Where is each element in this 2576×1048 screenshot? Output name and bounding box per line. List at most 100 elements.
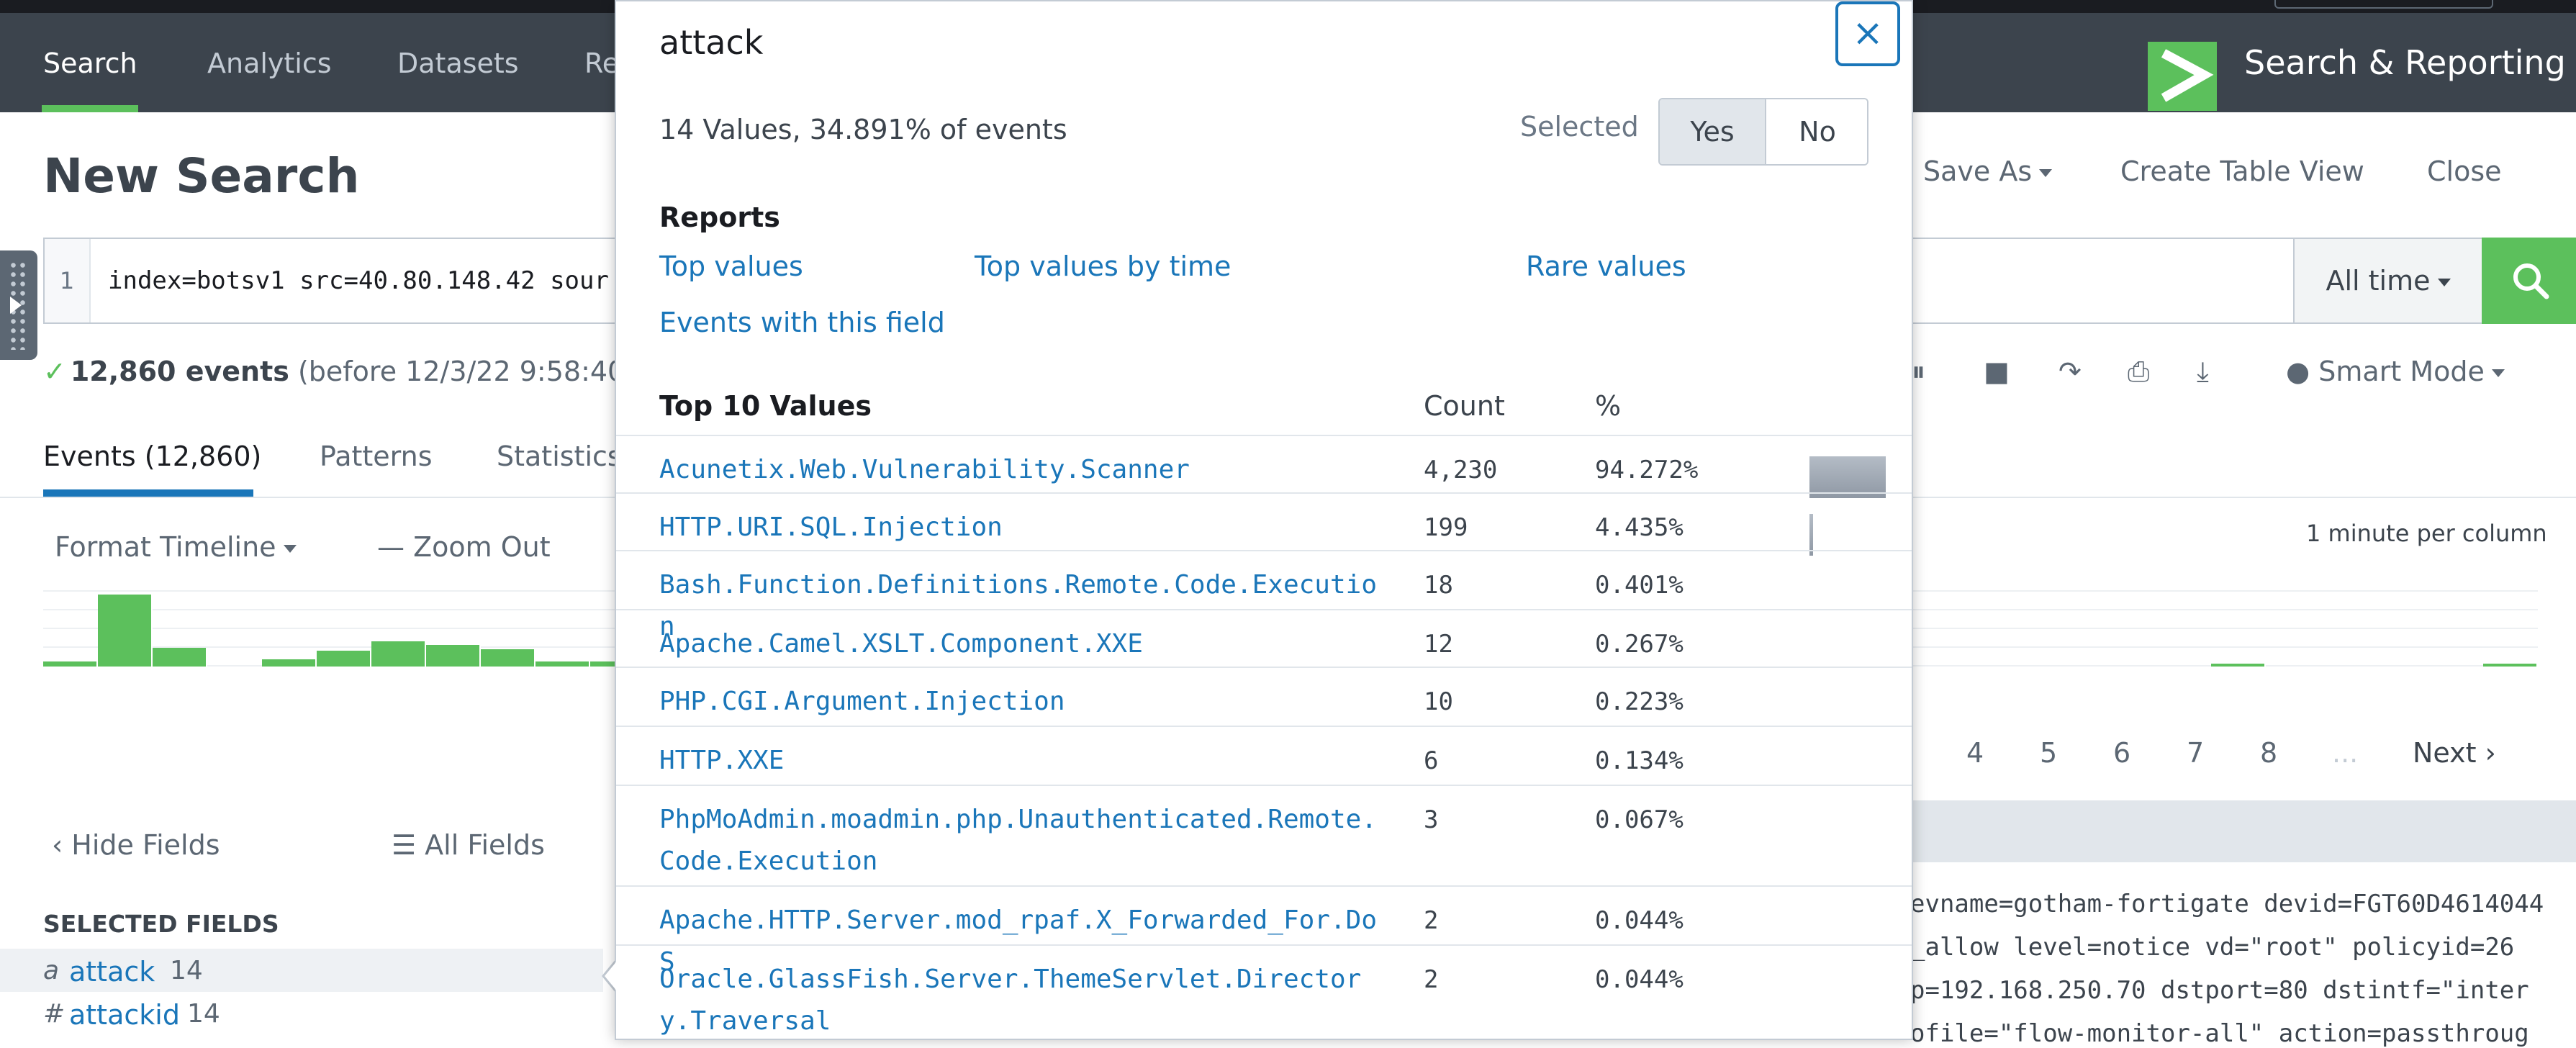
timeline-bar[interactable] [43, 661, 98, 667]
timeline-bar[interactable] [426, 645, 481, 667]
value-count: 2 [1424, 965, 1439, 994]
value-link[interactable]: Acunetix.Web.Vulnerability.Scanner [659, 455, 1190, 484]
value-share-bar [1809, 514, 1813, 556]
value-row: Apache.HTTP.Server.mod_rpaf.X_Forwarded_… [616, 885, 1912, 977]
tab-active-indicator [43, 489, 253, 497]
value-percent: 0.044% [1595, 965, 1684, 994]
value-link[interactable]: HTTP.XXE [659, 746, 785, 775]
save-as-menu[interactable]: Save As [1923, 155, 2053, 187]
export-icon[interactable]: ⤓ [2197, 356, 2209, 387]
value-link[interactable]: Apache.Camel.XSLT.Component.XXE [659, 629, 1143, 659]
share-icon[interactable]: ↷ [2058, 356, 2082, 387]
value-percent: 94.272% [1595, 456, 1699, 484]
top-bar-button[interactable] [2274, 0, 2493, 9]
page-5[interactable]: 5 [2040, 737, 2058, 769]
nav-search[interactable]: Search [43, 48, 137, 79]
tab-patterns[interactable]: Patterns [320, 441, 433, 472]
all-fields-button[interactable]: ☰ All Fields [392, 829, 545, 861]
events-table-header [1912, 800, 2576, 862]
page-title: New Search [43, 148, 360, 204]
value-percent: 0.267% [1595, 630, 1684, 659]
stop-icon[interactable]: ■ [1984, 356, 2010, 387]
zoom-out-button[interactable]: — Zoom Out [377, 531, 551, 563]
selected-toggle: Yes No [1658, 98, 1868, 166]
value-link[interactable]: Bash.Function.Definitions.Remote.Code.Ex… [659, 570, 1377, 641]
selected-no-button[interactable]: No [1766, 99, 1867, 164]
value-link[interactable]: HTTP.URI.SQL.Injection [659, 512, 1003, 542]
tab-events[interactable]: Events (12,860) [43, 441, 262, 472]
timeline-bar[interactable] [371, 641, 426, 667]
next-page-button[interactable]: Next › [2413, 737, 2496, 769]
close-icon: × [1852, 12, 1884, 55]
value-percent: 0.223% [1595, 687, 1684, 716]
pause-icon[interactable]: ⏸ [1912, 356, 1926, 387]
print-icon[interactable]: ⎙ [2128, 356, 2150, 387]
format-timeline-menu[interactable]: Format Timeline [55, 531, 297, 563]
value-row: PhpMoAdmin.moadmin.php.Unauthenticated.R… [616, 785, 1912, 885]
events-with-field-link[interactable]: Events with this field [659, 307, 945, 338]
field-count: 14 [170, 956, 203, 985]
search-button[interactable] [2482, 238, 2576, 324]
top-values-by-time-link[interactable]: Top values by time [975, 250, 1231, 282]
search-input[interactable]: index=botsv1 src=40.80.148.42 sour [108, 266, 609, 295]
page-4[interactable]: 4 [1966, 737, 1984, 769]
event-text-line: evname=gotham-fortigate devid=FGT60D4614… [1910, 890, 2544, 918]
timeline-bar[interactable] [153, 648, 207, 667]
app-logo-icon[interactable] [2148, 42, 2217, 111]
selected-label: Selected [1520, 111, 1639, 143]
value-link[interactable]: Apache.HTTP.Server.mod_rpaf.X_Forwarded_… [659, 905, 1377, 977]
page-6[interactable]: 6 [2113, 737, 2131, 769]
close-search-button[interactable]: Close [2427, 155, 2502, 187]
timeline-bar[interactable] [535, 661, 590, 667]
tab-statistics[interactable]: Statistics [497, 441, 622, 472]
value-count: 18 [1424, 571, 1453, 600]
value-row: Bash.Function.Definitions.Remote.Code.Ex… [616, 550, 1912, 641]
field-count: 14 [187, 999, 220, 1029]
expand-arrow-icon [10, 297, 22, 314]
app-title[interactable]: Search & Reporting [2244, 43, 2566, 82]
check-icon: ✓ [43, 356, 66, 387]
chevron-right-icon: › [2485, 737, 2496, 769]
timeline-bar[interactable] [481, 649, 535, 667]
nav-reports[interactable]: Re [584, 48, 620, 79]
top-values-link[interactable]: Top values [659, 250, 803, 282]
field-row-attack[interactable]: a attack 14 [0, 949, 603, 992]
nav-datasets[interactable]: Datasets [397, 48, 519, 79]
nav-analytics[interactable]: Analytics [207, 48, 332, 79]
field-name[interactable]: attackid [69, 999, 180, 1031]
value-row: HTTP.URI.SQL.Injection 199 4.435% [616, 492, 1912, 556]
value-share-bar [1809, 456, 1886, 498]
sidebar-toggle-handle[interactable] [0, 250, 37, 360]
search-icon [2513, 263, 2549, 299]
hide-fields-button[interactable]: ‹ Hide Fields [52, 829, 220, 861]
timeline-bar[interactable] [317, 651, 371, 667]
value-link[interactable]: PhpMoAdmin.moadmin.php.Unauthenticated.R… [659, 805, 1377, 876]
value-count: 3 [1424, 805, 1439, 834]
search-mode-menu[interactable]: ● Smart Mode [2286, 356, 2505, 387]
value-count: 12 [1424, 630, 1453, 659]
top-values-heading: Top 10 Values [659, 390, 872, 422]
value-count: 199 [1424, 513, 1468, 542]
timeline-bar[interactable] [2211, 664, 2266, 667]
timeline-bar[interactable] [262, 659, 317, 667]
value-row: Apache.Camel.XSLT.Component.XXE 12 0.267… [616, 609, 1912, 667]
selected-yes-button[interactable]: Yes [1660, 99, 1766, 164]
job-status: ✓ 12,860 events (before 12/3/22 9:58:40.0… [43, 356, 669, 387]
list-icon: ☰ [392, 829, 417, 861]
chevron-down-icon [2039, 169, 2053, 177]
time-range-picker[interactable]: All time [2293, 239, 2482, 322]
field-type-string: a [43, 956, 60, 985]
rare-values-link[interactable]: Rare values [1526, 250, 1686, 282]
close-button[interactable]: × [1835, 1, 1900, 66]
page-7[interactable]: 7 [2187, 737, 2205, 769]
modal-title: attack [659, 23, 764, 62]
page-8[interactable]: 8 [2260, 737, 2278, 769]
value-link[interactable]: PHP.CGI.Argument.Injection [659, 687, 1065, 716]
field-name[interactable]: attack [69, 956, 155, 988]
timeline-bar[interactable] [2483, 664, 2538, 667]
timeline-bar[interactable] [98, 595, 153, 667]
value-link[interactable]: Oracle.GlassFish.Server.ThemeServlet.Dir… [659, 965, 1362, 1036]
create-table-view-button[interactable]: Create Table View [2120, 155, 2364, 187]
value-count: 2 [1424, 906, 1439, 935]
field-row-attackid[interactable]: # attackid 14 [0, 992, 603, 1035]
